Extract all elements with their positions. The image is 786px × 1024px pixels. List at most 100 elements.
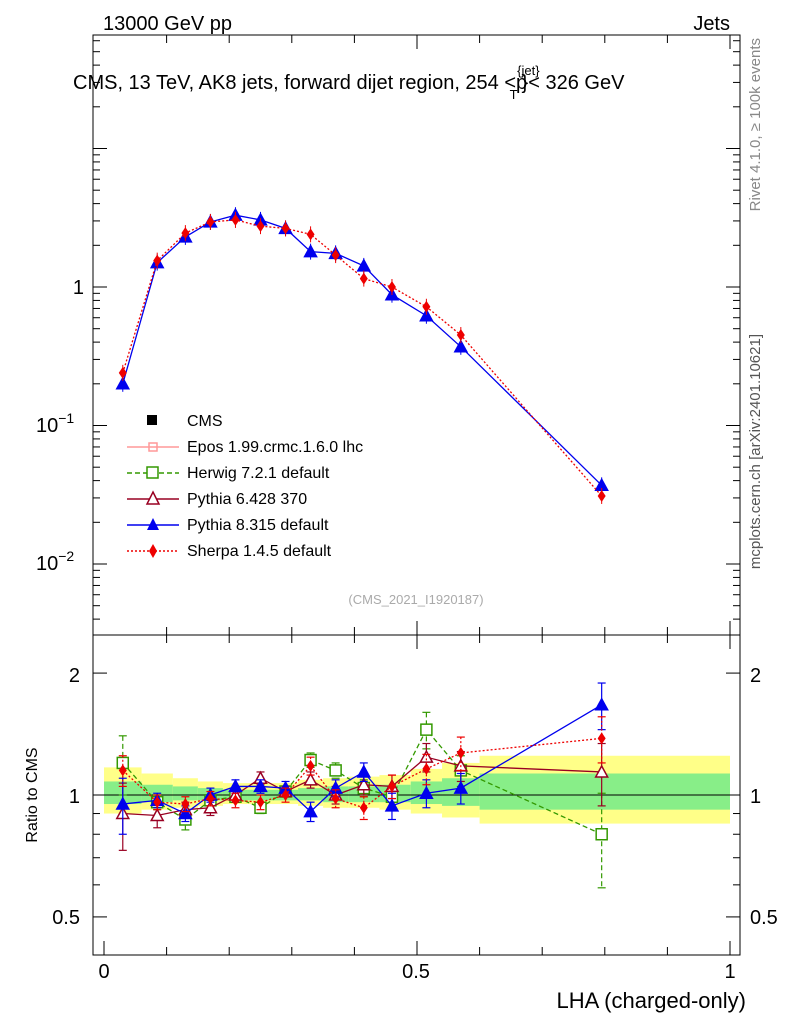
ratio-data-point (329, 764, 342, 777)
ratio-data-point (331, 792, 340, 805)
ratio-data-point (422, 762, 431, 775)
ratio-data-point (149, 807, 165, 822)
ratio-data-point (453, 780, 469, 794)
main-series-layer (115, 207, 609, 504)
main-data-point (456, 329, 465, 342)
ratio-data-point (594, 764, 609, 778)
legend-entry-cms: CMS (187, 413, 223, 430)
ratio-data-point (420, 723, 433, 736)
main-data-point (419, 308, 434, 322)
ratio-data-point (118, 764, 127, 777)
ratio-data-point (281, 789, 290, 801)
analysis-watermark: (CMS_2021_I1920187) (348, 592, 483, 607)
ratio-band-green (298, 788, 324, 801)
legend-marker-sherpa (149, 544, 157, 558)
ratio-data-point (228, 778, 243, 793)
ratio-data-point (594, 697, 609, 711)
ratio-data-point (181, 798, 190, 811)
ratio-y-tick-label: 0.5 (52, 907, 80, 929)
main-data-point (597, 489, 606, 502)
main-axis-ticks (93, 35, 740, 635)
main-data-point (231, 213, 240, 226)
main-data-point (453, 339, 469, 353)
main-y-axis: 1 10−1 10−2 (36, 277, 84, 575)
main-y-tick-label: 10−2 (36, 548, 74, 575)
mcplots-reference-label: mcplots.cern.ch [arXiv:2401.10621] (747, 334, 764, 569)
legend-marker-pythia8 (147, 518, 159, 530)
ratio-data-point (419, 749, 434, 763)
ratio-y-tick-label: 1 (69, 786, 80, 808)
main-title: CMS, 13 TeV, AK8 jets, forward dijet reg… (73, 63, 625, 102)
ratio-band-green (479, 773, 730, 810)
ratio-data-point (231, 794, 240, 807)
ratio-series-layer (115, 682, 609, 889)
ratio-data-point (456, 746, 465, 759)
legend-entry-pythia6: Pythia 6.428 370 (187, 491, 307, 508)
main-y-tick-label: 10−1 (36, 410, 74, 437)
ratio-y-tick-label-right: 0.5 (750, 907, 778, 929)
legend-marker-cms (147, 415, 157, 425)
ratio-data-point (115, 796, 131, 810)
ratio-data-point (356, 777, 372, 791)
ratio-data-point (419, 785, 434, 799)
main-series-line (122, 214, 603, 486)
main-data-point (387, 281, 396, 293)
ratio-data-point (153, 796, 162, 809)
ratio-data-point (206, 792, 215, 805)
ratio-data-point (387, 780, 396, 793)
legend-marker-pythia6 (145, 490, 161, 505)
main-y-tick-label: 1 (73, 277, 84, 299)
ratio-series-line (122, 737, 602, 809)
main-data-point (206, 215, 215, 228)
main-data-point (331, 249, 340, 262)
ratio-y-tick-label: 2 (69, 665, 80, 687)
header-right: Jets (693, 13, 730, 35)
ratio-y-tick-label-right: 2 (750, 665, 761, 687)
rivet-version-label: Rivet 4.1.0, ≥ 100k events (747, 38, 764, 211)
x-tick-label: 0 (98, 961, 109, 983)
main-data-point (281, 222, 290, 235)
main-series-line (122, 219, 603, 497)
ratio-data-point (256, 796, 265, 809)
ratio-data-point (306, 759, 315, 772)
ratio-data-point (384, 798, 400, 812)
ratio-data-point (359, 801, 368, 814)
legend-marker-epos (148, 442, 158, 452)
legend-entry-herwig: Herwig 7.2.1 default (187, 465, 330, 482)
legend-entry-sherpa: Sherpa 1.4.5 default (187, 543, 332, 560)
ratio-band-green (172, 786, 198, 801)
ratio-data-point (595, 827, 608, 841)
ratio-data-point (303, 804, 318, 818)
ratio-data-point (356, 764, 372, 778)
main-data-point (115, 376, 131, 390)
legend: CMS Epos 1.99.crmc.1.6.0 lhc Herwig 7.2.… (127, 413, 363, 560)
ratio-data-point (253, 778, 268, 793)
ratio-series-line (122, 704, 603, 815)
legend-entry-pythia8: Pythia 8.315 default (187, 517, 329, 534)
main-data-point (118, 366, 127, 379)
ratio-axis-ticks (93, 635, 740, 955)
ratio-y-axis-title: Ratio to CMS (24, 747, 41, 842)
main-data-point (303, 244, 318, 258)
legend-marker-herwig (146, 466, 159, 479)
main-data-point (359, 272, 368, 285)
x-axis-title: LHA (charged-only) (556, 988, 746, 1013)
legend-entry-epos: Epos 1.99.crmc.1.6.0 lhc (187, 439, 363, 456)
ratio-data-point (303, 772, 318, 786)
ratio-data-point (597, 732, 606, 745)
main-data-point (422, 300, 431, 313)
main-data-point (153, 254, 162, 267)
x-tick-label: 0.5 (402, 961, 430, 983)
main-data-point (356, 258, 372, 272)
main-data-point (181, 227, 190, 240)
ratio-data-point (178, 805, 193, 820)
x-axis: 0 0.5 1 (98, 961, 735, 983)
ratio-data-point (203, 800, 218, 814)
main-data-point (306, 228, 315, 241)
x-tick-label: 1 (724, 961, 735, 983)
ratio-y-axis: 2 1 0.5 2 1 0.5 (52, 665, 778, 929)
header-left: 13000 GeV pp (103, 13, 232, 35)
main-data-point (256, 220, 265, 233)
ratio-y-tick-label-right: 1 (750, 786, 761, 808)
